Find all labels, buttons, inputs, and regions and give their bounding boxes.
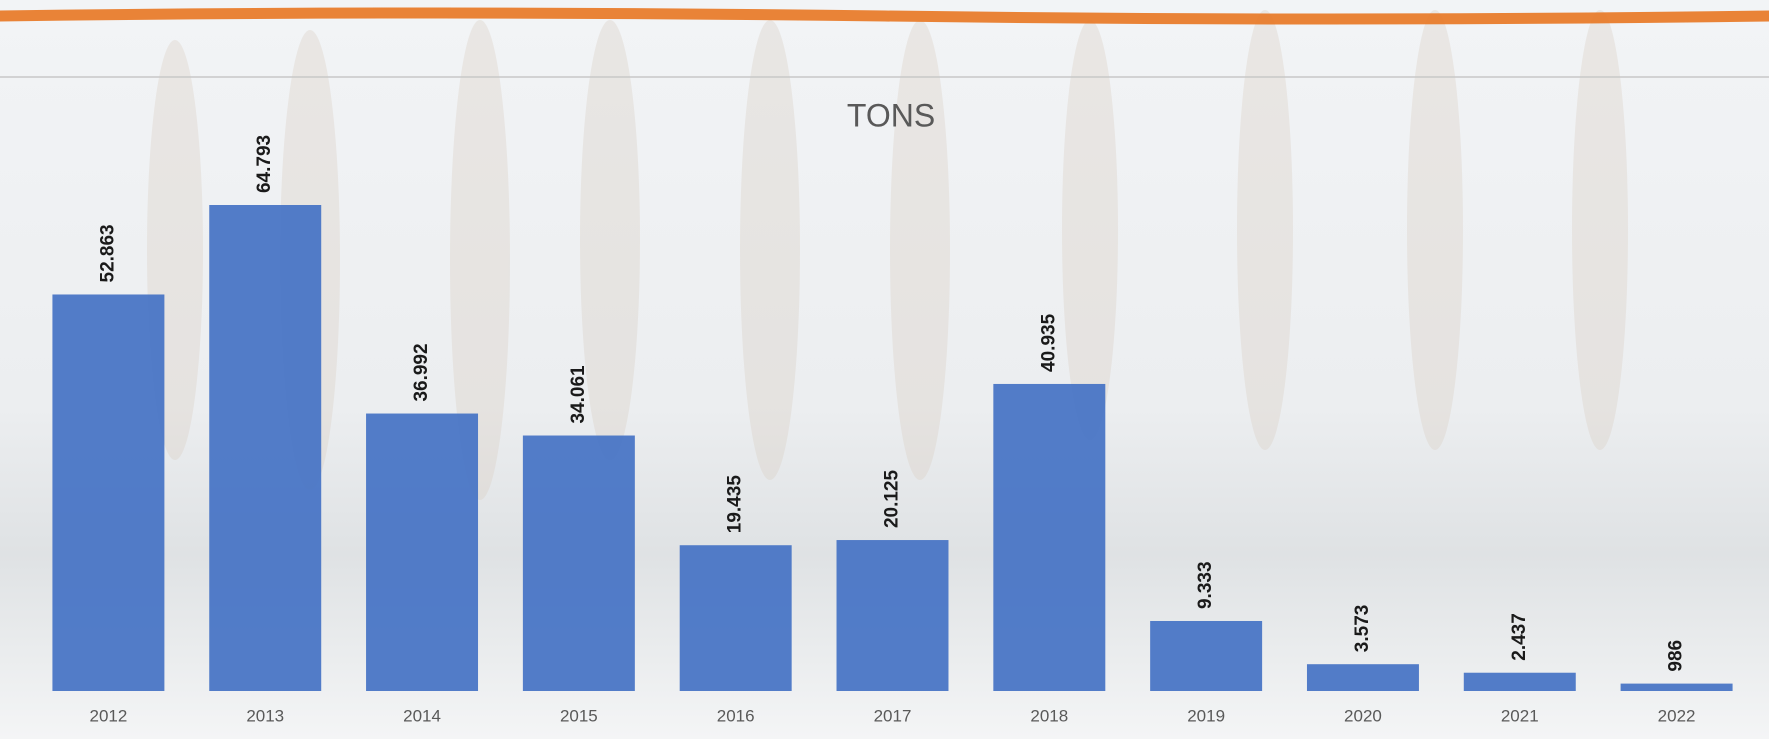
data-label: 986	[1666, 640, 1687, 672]
page: TONS 52.863 2012 64.793 2013 36.992 2014 34.06…	[0, 0, 1769, 739]
x-tick-label: 2018	[1030, 706, 1068, 725]
bar	[52, 294, 164, 691]
x-tick-label: 2014	[403, 706, 441, 725]
bar	[366, 414, 478, 691]
chart-title: TONS	[847, 97, 935, 133]
bar	[1621, 684, 1733, 691]
bar	[1464, 673, 1576, 691]
data-label: 20.125	[882, 469, 903, 528]
data-label: 36.992	[411, 343, 432, 401]
top-stroke	[0, 13, 1769, 19]
x-tick-label: 2013	[246, 706, 284, 725]
x-tick-label: 2020	[1344, 706, 1382, 725]
bar	[523, 436, 635, 691]
x-tick-label: 2019	[1187, 706, 1225, 725]
x-tick-label: 2012	[89, 706, 127, 725]
data-label: 34.061	[568, 365, 589, 424]
bar	[993, 384, 1105, 691]
chart: TONS 52.863 2012 64.793 2013 36.992 2014 34.06…	[0, 0, 1769, 739]
data-label: 3.573	[1352, 605, 1373, 653]
bar	[680, 545, 792, 691]
bar	[837, 540, 949, 691]
x-tick-label: 2016	[717, 706, 755, 725]
data-label: 40.935	[1038, 313, 1059, 372]
bar	[1307, 664, 1419, 691]
bar	[1150, 621, 1262, 691]
x-tick-label: 2015	[560, 706, 598, 725]
x-tick-label: 2022	[1658, 706, 1696, 725]
bar	[209, 205, 321, 691]
data-label: 64.793	[254, 135, 275, 193]
x-tick-label: 2017	[874, 706, 912, 725]
data-label: 2.437	[1509, 613, 1530, 661]
data-label: 9.333	[1195, 561, 1216, 609]
data-label: 52.863	[97, 224, 118, 282]
x-tick-label: 2021	[1501, 706, 1539, 725]
data-label: 19.435	[725, 475, 746, 534]
